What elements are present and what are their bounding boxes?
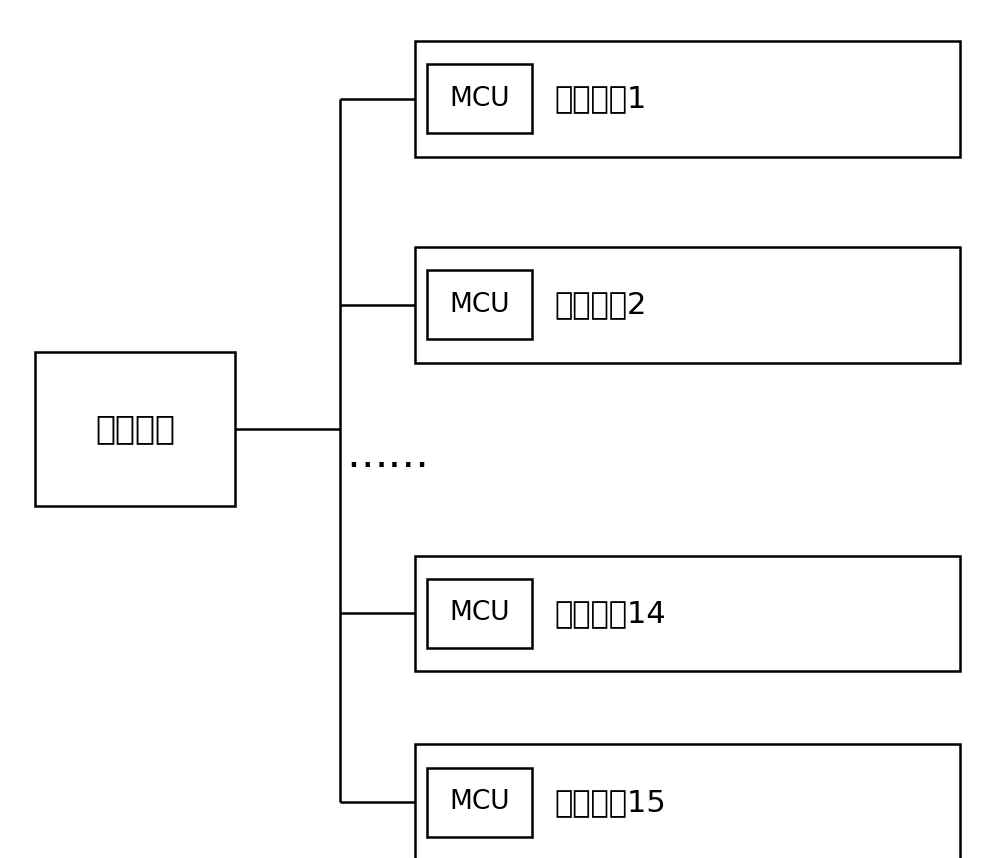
Text: 电池单刱15: 电池单刱15 xyxy=(554,788,666,817)
Bar xyxy=(427,270,532,339)
Bar xyxy=(35,352,235,506)
Bar xyxy=(415,744,960,858)
Text: 电池单关1: 电池单关1 xyxy=(554,84,646,113)
Text: 电池单关2: 电池单关2 xyxy=(554,290,646,319)
Bar xyxy=(427,768,532,837)
Text: MCU: MCU xyxy=(449,292,510,317)
Bar xyxy=(415,40,960,156)
Text: 主控模块: 主控模块 xyxy=(95,413,175,445)
Bar xyxy=(427,64,532,133)
Text: ……: …… xyxy=(346,434,429,475)
Bar xyxy=(415,556,960,671)
Text: 电池单刱14: 电池单刱14 xyxy=(554,599,666,628)
Text: MCU: MCU xyxy=(449,789,510,815)
Text: MCU: MCU xyxy=(449,86,510,112)
Bar xyxy=(415,247,960,362)
Bar xyxy=(427,579,532,648)
Text: MCU: MCU xyxy=(449,601,510,626)
